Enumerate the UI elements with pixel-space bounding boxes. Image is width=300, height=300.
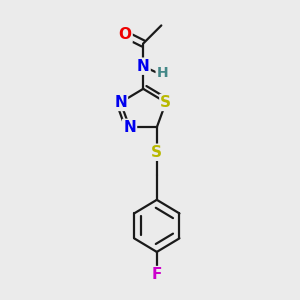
Text: F: F — [152, 267, 162, 282]
Text: S: S — [160, 95, 171, 110]
Text: S: S — [151, 145, 162, 160]
Text: O: O — [118, 27, 132, 42]
Text: N: N — [114, 95, 127, 110]
Text: N: N — [123, 120, 136, 135]
Text: H: H — [157, 66, 168, 80]
Text: N: N — [137, 59, 150, 74]
